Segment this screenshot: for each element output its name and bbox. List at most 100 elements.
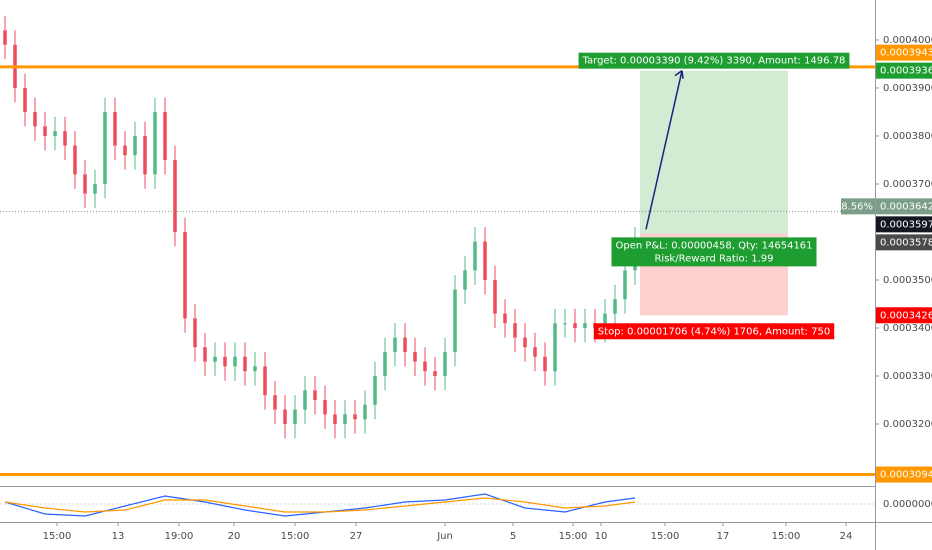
price-tag — [876, 466, 932, 483]
candle-body — [503, 313, 507, 324]
x-tick-label: 10 — [595, 531, 608, 542]
candle-body — [433, 371, 437, 376]
candle-body — [3, 30, 7, 45]
candle-body — [203, 347, 207, 362]
y-tick-label: 0.00038000 — [883, 131, 932, 142]
position-label: Stop: 0.00001706 (4.74%) 1706, Amount: 7… — [593, 323, 835, 340]
candle-body — [393, 337, 397, 352]
candle-body — [83, 174, 87, 194]
candle-body — [383, 351, 387, 376]
y-tick-label: 0.00033000 — [883, 371, 932, 382]
price-tag-label: 0.00039439 — [880, 48, 932, 59]
candle-body — [553, 323, 557, 372]
arrow-head — [674, 70, 684, 79]
price-tag-label: 0.00036429 — [880, 201, 932, 212]
candle-body — [73, 145, 77, 175]
y-tick-label: 0.00037000 — [883, 179, 932, 190]
target-arrow — [645, 70, 683, 230]
candle-body — [573, 323, 577, 328]
candle-body — [63, 131, 67, 146]
x-tick-label: Jun — [436, 531, 453, 542]
candle-body — [33, 111, 37, 127]
label-text: Stop: 0.00001706 (4.74%) 1706, Amount: 7… — [598, 326, 830, 337]
candle-body — [283, 409, 287, 424]
x-tick-label: 5 — [510, 531, 516, 542]
candle-body — [143, 135, 147, 175]
y-tick-label: 0.00034000 — [883, 323, 932, 334]
candle-body — [583, 323, 587, 328]
label-text: Open P&L: 0.00000458, Qty: 14654161 — [615, 240, 812, 251]
candle-body — [603, 313, 607, 328]
candle-body — [533, 347, 537, 357]
candle-body — [223, 356, 227, 367]
candle-body — [303, 390, 307, 410]
x-tick-label: 15:00 — [43, 531, 72, 542]
candle-body — [333, 414, 337, 424]
candle-body — [343, 414, 347, 424]
y-tick-label: 0.00040000 — [883, 35, 932, 46]
candle-body — [473, 241, 477, 271]
x-tick-label: 15:00 — [281, 531, 310, 542]
candle-body — [293, 409, 297, 424]
candle-body — [543, 356, 547, 372]
candle-body — [113, 111, 117, 146]
candle-body — [103, 111, 107, 184]
price-tag-label: 0.00030947 — [880, 470, 932, 481]
x-tick-label: 15:00 — [772, 531, 801, 542]
candle-body — [403, 337, 407, 352]
x-tick-label: 15:00 — [651, 531, 680, 542]
price-tag-label: 0.00034265 — [880, 310, 932, 321]
x-tick-label: 24 — [840, 531, 853, 542]
candle-body — [243, 356, 247, 372]
price-tag — [876, 307, 932, 324]
label-text: Risk/Reward Ratio: 1.99 — [654, 253, 773, 264]
indicator-line — [4, 497, 636, 513]
price-tag-label: 0.00035784 — [880, 237, 932, 248]
label-box — [611, 237, 817, 267]
candle-body — [233, 356, 237, 367]
candle-body — [463, 270, 467, 290]
candle-body — [313, 390, 317, 400]
x-tick-label: 13 — [112, 531, 125, 542]
candle-body — [153, 111, 157, 175]
x-tick-label: 15:00 — [559, 531, 588, 542]
price-tag — [876, 62, 932, 79]
candle-body — [263, 366, 267, 396]
candle-body — [53, 131, 57, 136]
candle-body — [183, 231, 187, 319]
label-box — [578, 52, 850, 69]
candle-body — [163, 111, 167, 160]
x-tick-label: 27 — [350, 531, 363, 542]
position-label: Open P&L: 0.00000458, Qty: 14654161 Risk/… — [611, 237, 817, 267]
candle-body — [273, 395, 277, 410]
candle-body — [93, 183, 97, 194]
candle-body — [373, 375, 377, 405]
candle-body — [23, 87, 27, 112]
candle-body — [353, 414, 357, 420]
label-box — [593, 323, 835, 340]
candle-body — [443, 351, 447, 376]
candle-body — [253, 366, 257, 372]
candle-body — [193, 318, 197, 348]
price-tag-label: 0.00039361 — [880, 66, 932, 77]
position-label: Target: 0.00003390 (9.42%) 3390, Amount:… — [578, 52, 850, 69]
price-tag — [876, 234, 932, 251]
y-tick-label: 0.00032000 — [883, 419, 932, 430]
candle-body — [483, 241, 487, 280]
x-tick-label: 19:00 — [165, 531, 194, 542]
candle-body — [123, 145, 127, 156]
candle-body — [523, 337, 527, 348]
price-tag — [876, 216, 932, 233]
price-tag — [876, 198, 932, 215]
candle-body — [413, 351, 417, 362]
candle-body — [363, 404, 367, 420]
candle-body — [453, 289, 457, 352]
candle-body — [173, 159, 177, 232]
candle-body — [493, 279, 497, 314]
candle-body — [623, 270, 627, 300]
y-tick-label: 0.00039000 — [883, 83, 932, 94]
profit-zone — [640, 70, 788, 234]
price-tag-label: 0.00035971 — [880, 219, 932, 230]
